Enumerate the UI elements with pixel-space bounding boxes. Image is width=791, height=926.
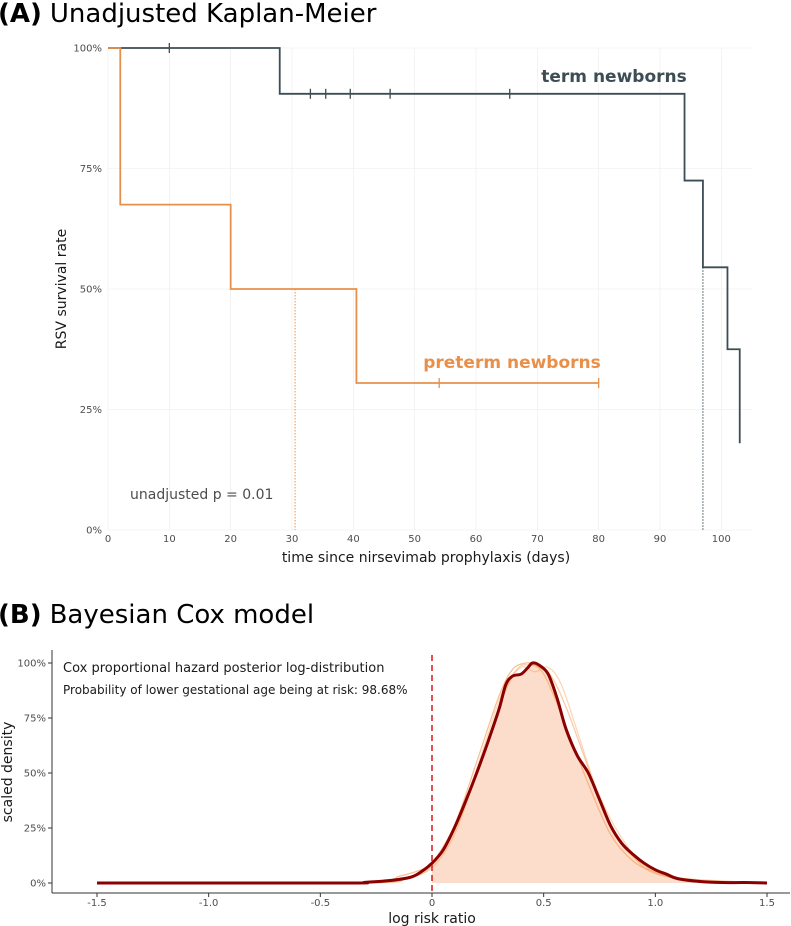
km-x-tick-label: 40 — [347, 534, 360, 545]
km-x-axis-title: time since nirsevimab prophylaxis (days) — [282, 550, 570, 566]
cox-y-ticks: 0% 25% 50% 75% 100% — [17, 659, 52, 890]
panel-b-letter: (B) — [0, 600, 42, 630]
km-x-tick-label: 0 — [105, 534, 111, 545]
km-x-tick-label: 80 — [592, 534, 605, 545]
cox-x-tick-label: -1.0 — [199, 898, 219, 909]
km-y-tick-label: 0% — [86, 526, 102, 537]
km-x-tick-label: 50 — [408, 534, 421, 545]
p-value-annotation: unadjusted p = 0.01 — [130, 487, 273, 503]
cox-x-tick-label: -0.5 — [311, 898, 331, 909]
km-x-tick-label: 30 — [286, 534, 299, 545]
panel-a-heading: Unadjusted Kaplan-Meier — [50, 0, 377, 29]
cox-x-tick-label: 0 — [429, 898, 435, 909]
km-y-ticks: 0% 25% 50% 75% 100% — [73, 44, 102, 537]
posterior-draw-line — [96, 662, 768, 885]
km-y-tick-label: 100% — [73, 44, 102, 55]
cox-density-plot: 0% 25% 50% 75% 100% -1.5 -1.0 -0.5 0 0.5 1.0 1.5 C… — [0, 650, 790, 926]
km-y-tick-label: 75% — [80, 164, 102, 175]
cox-y-tick-label: 100% — [17, 659, 46, 670]
panel-b-heading: Bayesian Cox model — [50, 600, 314, 630]
km-curve-preterm — [108, 47, 599, 384]
posterior-density-line — [96, 661, 768, 885]
panel-a-title: (A) Unadjusted Kaplan-Meier — [0, 0, 377, 29]
km-x-tick-label: 60 — [470, 534, 483, 545]
cox-x-ticks: -1.5 -1.0 -0.5 0 0.5 1.0 1.5 — [87, 893, 775, 909]
km-x-tick-label: 10 — [163, 534, 176, 545]
cox-y-tick-label: 0% — [30, 879, 46, 890]
km-x-tick-label: 70 — [531, 534, 544, 545]
cox-y-tick-label: 25% — [24, 824, 46, 835]
km-x-tick-label: 90 — [654, 534, 667, 545]
series-label-preterm: preterm newborns — [423, 353, 601, 373]
km-y-axis-title: RSV survival rate — [54, 229, 70, 349]
km-gridlines — [107, 47, 752, 531]
panel-a-letter: (A) — [0, 0, 42, 29]
cox-axes — [51, 650, 790, 894]
cox-x-tick-label: 1.5 — [759, 898, 775, 909]
cox-y-tick-label: 50% — [24, 769, 46, 780]
cox-x-tick-label: 0.5 — [536, 898, 552, 909]
cox-series-layer — [96, 655, 768, 893]
panel-b-title: (B) Bayesian Cox model — [0, 600, 314, 630]
km-series-layer — [108, 43, 741, 530]
cox-y-axis-title: scaled density — [0, 722, 16, 823]
cox-annotation-title: Cox proportional hazard posterior log-di… — [63, 661, 384, 676]
kaplan-meier-plot: 0% 25% 50% 75% 100% 0 10 20 30 40 50 60 70 80 90 100 u… — [54, 43, 752, 566]
cox-x-axis-title: log risk ratio — [388, 911, 476, 926]
series-label-term: term newborns — [541, 67, 686, 87]
km-x-tick-label: 100 — [712, 534, 731, 545]
km-y-tick-label: 50% — [80, 285, 102, 296]
km-x-ticks: 0 10 20 30 40 50 60 70 80 90 100 — [105, 534, 731, 545]
km-x-tick-label: 20 — [224, 534, 237, 545]
km-y-tick-label: 25% — [80, 405, 102, 416]
posterior-fill-area — [432, 662, 767, 883]
cox-annotation-probability: Probability of lower gestational age bei… — [63, 683, 408, 697]
km-curve-term — [108, 47, 741, 444]
cox-x-tick-label: -1.5 — [87, 898, 107, 909]
cox-y-tick-label: 75% — [24, 714, 46, 725]
cox-x-tick-label: 1.0 — [647, 898, 663, 909]
